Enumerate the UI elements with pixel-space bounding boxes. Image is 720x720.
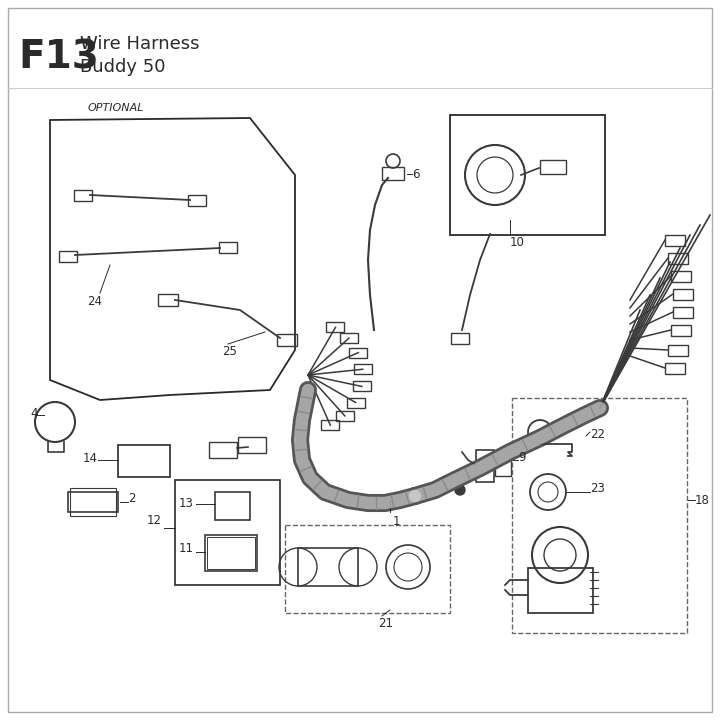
Bar <box>321 420 339 431</box>
Bar <box>74 189 92 200</box>
Bar <box>277 334 297 346</box>
Bar <box>665 235 685 246</box>
Bar <box>495 454 511 476</box>
Bar <box>59 251 77 261</box>
Bar <box>451 333 469 343</box>
Bar <box>205 535 257 571</box>
Bar <box>238 437 266 453</box>
Bar <box>346 397 364 408</box>
Bar <box>219 241 237 253</box>
Bar <box>188 194 206 205</box>
Text: 14: 14 <box>83 452 98 465</box>
Bar <box>671 325 691 336</box>
Text: 6: 6 <box>412 168 420 181</box>
Text: 2: 2 <box>128 492 135 505</box>
Text: 13: 13 <box>179 497 194 510</box>
Text: F13: F13 <box>18 38 99 76</box>
Text: 4: 4 <box>30 407 37 420</box>
Bar <box>354 364 372 374</box>
Bar <box>476 450 494 482</box>
Text: 10: 10 <box>510 236 525 249</box>
Bar <box>673 289 693 300</box>
Text: 22: 22 <box>590 428 605 441</box>
Bar <box>528 568 593 613</box>
Bar <box>70 488 116 516</box>
Text: OPTIONAL: OPTIONAL <box>88 103 145 113</box>
Bar <box>450 115 605 235</box>
Bar <box>326 323 344 333</box>
Bar <box>353 382 371 392</box>
Bar <box>336 411 354 421</box>
Bar <box>668 344 688 356</box>
Bar <box>158 294 178 306</box>
Bar <box>68 492 118 512</box>
Bar <box>512 398 687 633</box>
Text: 11: 11 <box>179 541 194 554</box>
Bar <box>207 537 255 569</box>
Text: 25: 25 <box>222 345 237 358</box>
Bar <box>175 480 280 585</box>
Bar <box>668 253 688 264</box>
Text: 1: 1 <box>393 515 400 528</box>
Bar <box>209 442 237 458</box>
Text: 12: 12 <box>147 513 162 526</box>
Bar <box>340 333 358 343</box>
Bar <box>298 548 358 586</box>
Text: Buddy 50: Buddy 50 <box>80 58 166 76</box>
Text: 24: 24 <box>87 295 102 308</box>
Bar <box>673 307 693 318</box>
Text: 21: 21 <box>378 617 393 630</box>
Circle shape <box>455 485 465 495</box>
Text: 9: 9 <box>518 451 526 464</box>
Bar <box>349 348 367 358</box>
Text: 18: 18 <box>695 493 710 506</box>
Bar <box>382 166 404 179</box>
Bar <box>215 492 250 520</box>
Bar <box>118 445 170 477</box>
Text: Wire Harness: Wire Harness <box>80 35 199 53</box>
Text: 23: 23 <box>590 482 605 495</box>
Bar <box>540 160 566 174</box>
Bar <box>665 362 685 374</box>
Bar <box>671 271 691 282</box>
Bar <box>285 525 450 613</box>
